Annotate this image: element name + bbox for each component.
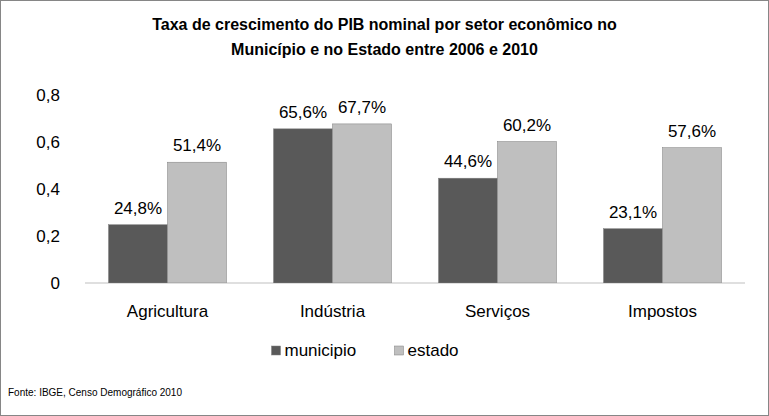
x-tick-label: Impostos xyxy=(628,302,697,321)
data-label: 65,6% xyxy=(279,103,327,122)
data-label: 51,4% xyxy=(173,136,221,155)
source: Fonte: IBGE, Censo Demográfico 2010 xyxy=(8,387,182,398)
legend-swatch xyxy=(272,346,281,355)
chart: Taxa de crescimento do PIB nominal por s… xyxy=(0,0,769,416)
bar xyxy=(439,178,498,283)
y-tick-label: 0,4 xyxy=(36,180,60,199)
y-tick-label: 0,6 xyxy=(36,133,60,152)
y-tick-label: 0 xyxy=(51,274,60,293)
legend-swatch xyxy=(395,346,404,355)
x-tick-label: Indústria xyxy=(300,302,366,321)
bar xyxy=(168,162,227,283)
legend-label: estado xyxy=(408,341,459,360)
data-label: 60,2% xyxy=(503,116,551,135)
bar xyxy=(333,124,392,283)
title: Taxa de crescimento do PIB nominal por s… xyxy=(152,16,617,58)
data-label: 23,1% xyxy=(609,203,657,222)
bar xyxy=(109,225,168,283)
title-line: Taxa de crescimento do PIB nominal por s… xyxy=(152,16,617,33)
data-labels: 24,8% 65,6% 44,6% 23,1% 51,4% 67,7% 60,2% 57,6% xyxy=(114,98,716,222)
x-tick-label: Serviços xyxy=(465,302,530,321)
bar xyxy=(663,148,722,283)
y-tick-label: 0,2 xyxy=(36,227,60,246)
y-tick-label: 0,8 xyxy=(36,86,60,105)
data-label: 67,7% xyxy=(338,98,386,117)
data-label: 57,6% xyxy=(668,122,716,141)
data-label: 24,8% xyxy=(114,199,162,218)
bar xyxy=(274,129,333,283)
bar xyxy=(498,142,557,283)
bar xyxy=(604,229,663,283)
frame xyxy=(1,1,769,416)
x-tick-label: Agricultura xyxy=(127,302,209,321)
data-label: 44,6% xyxy=(444,152,492,171)
legend-label: municipio xyxy=(285,341,357,360)
title-line: Município e no Estado entre 2006 e 2010 xyxy=(231,41,538,58)
bars xyxy=(109,124,722,283)
legend: municipio estado xyxy=(272,341,459,360)
